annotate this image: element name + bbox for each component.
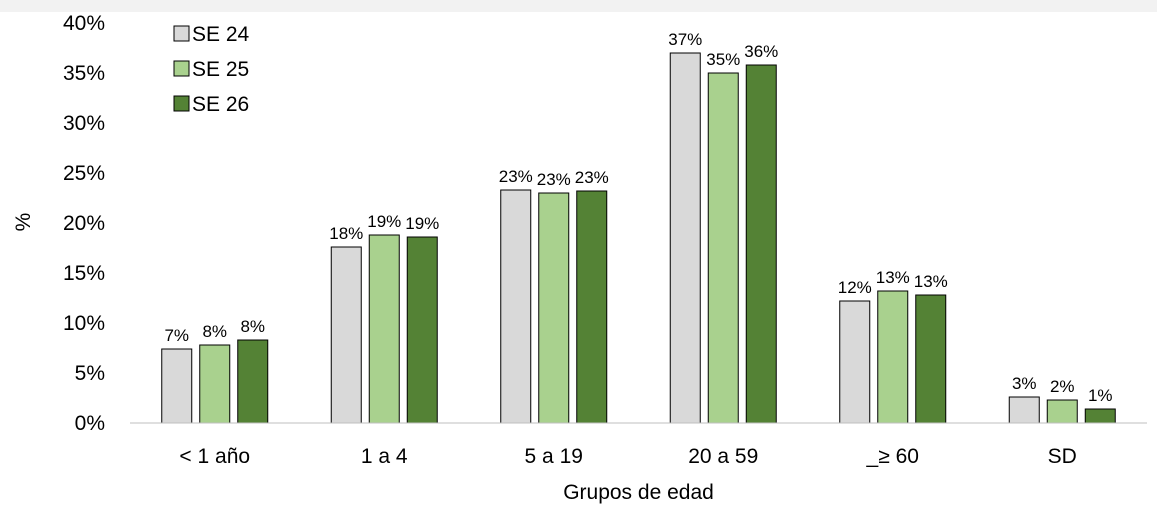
legend-label: SE 24 (192, 23, 250, 46)
data-label: 18% (329, 224, 363, 243)
bar (915, 294, 947, 424)
data-label: 19% (367, 212, 401, 231)
data-label: 2% (1050, 377, 1075, 396)
top-band (0, 0, 1157, 12)
bars (161, 52, 1116, 424)
legend: SE 24 SE 25 SE 26 (173, 23, 250, 116)
data-label: 8% (240, 317, 265, 336)
bar (1046, 399, 1078, 424)
y-tick-label: 40% (63, 12, 105, 35)
bar (839, 300, 871, 424)
data-label: 3% (1012, 374, 1037, 393)
data-label: 23% (575, 168, 609, 187)
bar (199, 344, 231, 424)
data-label: 1% (1088, 386, 1113, 405)
bar (237, 339, 269, 424)
data-label: 35% (706, 50, 740, 69)
bar (1008, 396, 1040, 424)
data-label: 37% (668, 30, 702, 49)
data-label: 12% (838, 278, 872, 297)
legend-swatch (173, 25, 190, 42)
y-tick-label: 10% (63, 312, 105, 335)
legend-swatch (173, 95, 190, 112)
data-label: 23% (499, 167, 533, 186)
x-tick-label: _≥ 60 (866, 445, 919, 468)
y-axis-title: % (12, 213, 35, 232)
x-axis-ticks: < 1 año 1 a 4 5 a 19 20 a 59 _≥ 60 SD (179, 445, 1076, 468)
data-label: 36% (744, 42, 778, 61)
x-tick-label: 20 a 59 (688, 445, 758, 468)
y-tick-label: 30% (63, 112, 105, 135)
x-tick-label: 1 a 4 (361, 445, 408, 468)
data-label: 8% (202, 322, 227, 341)
data-label: 13% (876, 268, 910, 287)
bar (330, 246, 362, 424)
legend-label: SE 26 (192, 93, 249, 116)
y-tick-label: 0% (75, 412, 105, 435)
x-tick-label: 5 a 19 (525, 445, 583, 468)
bar (161, 348, 193, 424)
x-tick-label: SD (1048, 445, 1077, 468)
y-axis-ticks: 0% 5% 10% 15% 20% 25% 30% 35% 40% (63, 12, 105, 435)
legend-label: SE 25 (192, 58, 249, 81)
y-tick-label: 25% (63, 162, 105, 185)
bar (406, 236, 438, 424)
y-tick-label: 35% (63, 62, 105, 85)
legend-swatch (173, 60, 190, 77)
x-tick-label: < 1 año (179, 445, 250, 468)
bar (1084, 408, 1116, 424)
y-tick-label: 5% (75, 362, 105, 385)
bar (576, 190, 608, 424)
x-axis-title: Grupos de edad (563, 481, 714, 504)
y-tick-label: 15% (63, 262, 105, 285)
data-label: 13% (914, 272, 948, 291)
bar (745, 64, 777, 424)
bar (877, 290, 909, 424)
y-tick-label: 20% (63, 212, 105, 235)
bar (538, 192, 570, 424)
bar (669, 52, 701, 424)
bar (707, 72, 739, 424)
data-label: 19% (405, 214, 439, 233)
bar (368, 234, 400, 424)
data-label: 7% (164, 326, 189, 345)
bar (500, 189, 532, 424)
data-label: 23% (537, 170, 571, 189)
data-labels: 7% 8% 8%18%19% 19%23% 23% 23%37%35% 36%12%13% 1… (164, 30, 1112, 405)
